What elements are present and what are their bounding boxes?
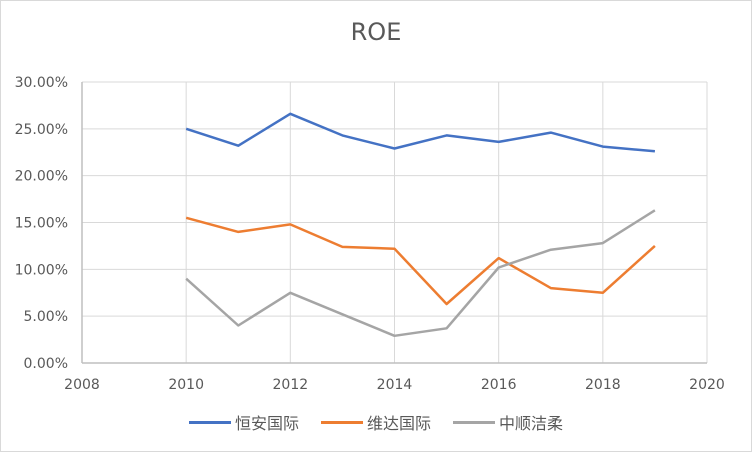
- legend-item-hengan: 恒安国际: [188, 410, 299, 434]
- chart-title: ROE: [350, 18, 402, 46]
- legend: 恒安国际 维达国际 中顺洁柔: [0, 410, 752, 434]
- x-tick-label: 2018: [585, 377, 621, 393]
- y-tick-label: 5.00%: [24, 309, 68, 325]
- legend-swatch-cs: [453, 420, 495, 424]
- legend-swatch-hengan: [188, 420, 231, 424]
- series-line-1: [185, 216, 656, 306]
- x-tick-label: 2008: [64, 377, 100, 393]
- x-tick-label: 2016: [481, 377, 517, 393]
- x-tick-label: 2010: [168, 377, 204, 393]
- x-tick-label: 2014: [377, 377, 413, 393]
- legend-label: 维达国际: [366, 414, 431, 433]
- y-tick-label: 0.00%: [24, 356, 68, 372]
- y-tick-label: 10.00%: [15, 262, 68, 278]
- legend-label: 恒安国际: [234, 414, 299, 433]
- legend-swatch-vinda: [320, 420, 363, 424]
- legend-item-cs: 中顺洁柔: [453, 410, 563, 434]
- y-tick-label: 20.00%: [15, 169, 68, 185]
- gridlines: [81, 81, 708, 364]
- y-tick-label: 15.00%: [15, 216, 68, 232]
- series-lines: [185, 112, 656, 338]
- series-line-2: [185, 209, 656, 338]
- x-tick-label: 2020: [689, 377, 725, 393]
- legend-item-vinda: 维达国际: [320, 410, 431, 434]
- y-tick-label: 25.00%: [15, 122, 68, 138]
- axes: 0.00% 5.00% 10.00% 15.00% 20.00% 25.00% 30.00%…: [15, 75, 725, 393]
- x-tick-label: 2012: [273, 377, 309, 393]
- legend-label: 中顺洁柔: [499, 414, 564, 433]
- series-line-0: [185, 112, 656, 153]
- y-tick-label: 30.00%: [15, 75, 68, 91]
